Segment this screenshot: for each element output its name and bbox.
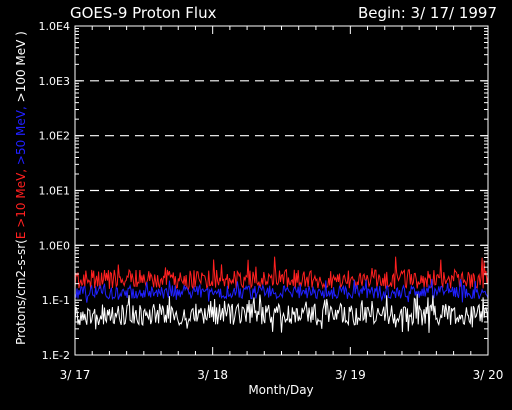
y-tick-label-3: 1.0E1 — [39, 185, 70, 198]
y-axis-label: Protons/cm2-s-sr(E >10 MeV, >50 MeV, >10… — [14, 31, 28, 345]
chart-title: GOES-9 Proton Flux — [70, 4, 217, 22]
y-tick-label-2: 1.0E0 — [39, 239, 70, 252]
series-layer — [74, 256, 489, 333]
gridlines — [75, 80, 488, 246]
x-axis-label: Month/Day — [248, 383, 313, 397]
series-line-0 — [74, 256, 489, 292]
x-axis: 3/ 17 3/ 18 3/ 19 3/ 20 — [60, 26, 504, 382]
y-axis-label-part-1: E >10 MeV, — [14, 165, 28, 239]
x-tick-label-3: 3/ 20 — [473, 368, 504, 382]
begin-date-label: Begin: 3/ 17/ 1997 — [358, 4, 497, 22]
y-axis-label-part-0: Protons/cm2-s-sr( — [14, 239, 28, 345]
series-line-2 — [74, 294, 489, 333]
y-tick-label-4: 1.0E2 — [39, 130, 70, 143]
y-tick-label-6: 1.0E4 — [39, 20, 70, 33]
y-tick-label-0: 1.E-2 — [42, 349, 70, 362]
series-line-1 — [74, 278, 489, 303]
y-axis-label-part-2: >50 MeV, — [14, 102, 28, 165]
y-tick-label-5: 1.0E3 — [39, 75, 70, 88]
x-tick-label-2: 3/ 19 — [335, 368, 366, 382]
x-tick-label-0: 3/ 17 — [60, 368, 91, 382]
y-axis: 1.E-2 1.E-1 1.0E0 1.0E1 1.0E2 1.0E3 1.0E4 — [39, 20, 488, 362]
y-tick-label-1: 1.E-1 — [42, 294, 70, 307]
x-tick-label-1: 3/ 18 — [197, 368, 228, 382]
y-axis-label-part-3: >100 MeV ) — [14, 31, 28, 102]
